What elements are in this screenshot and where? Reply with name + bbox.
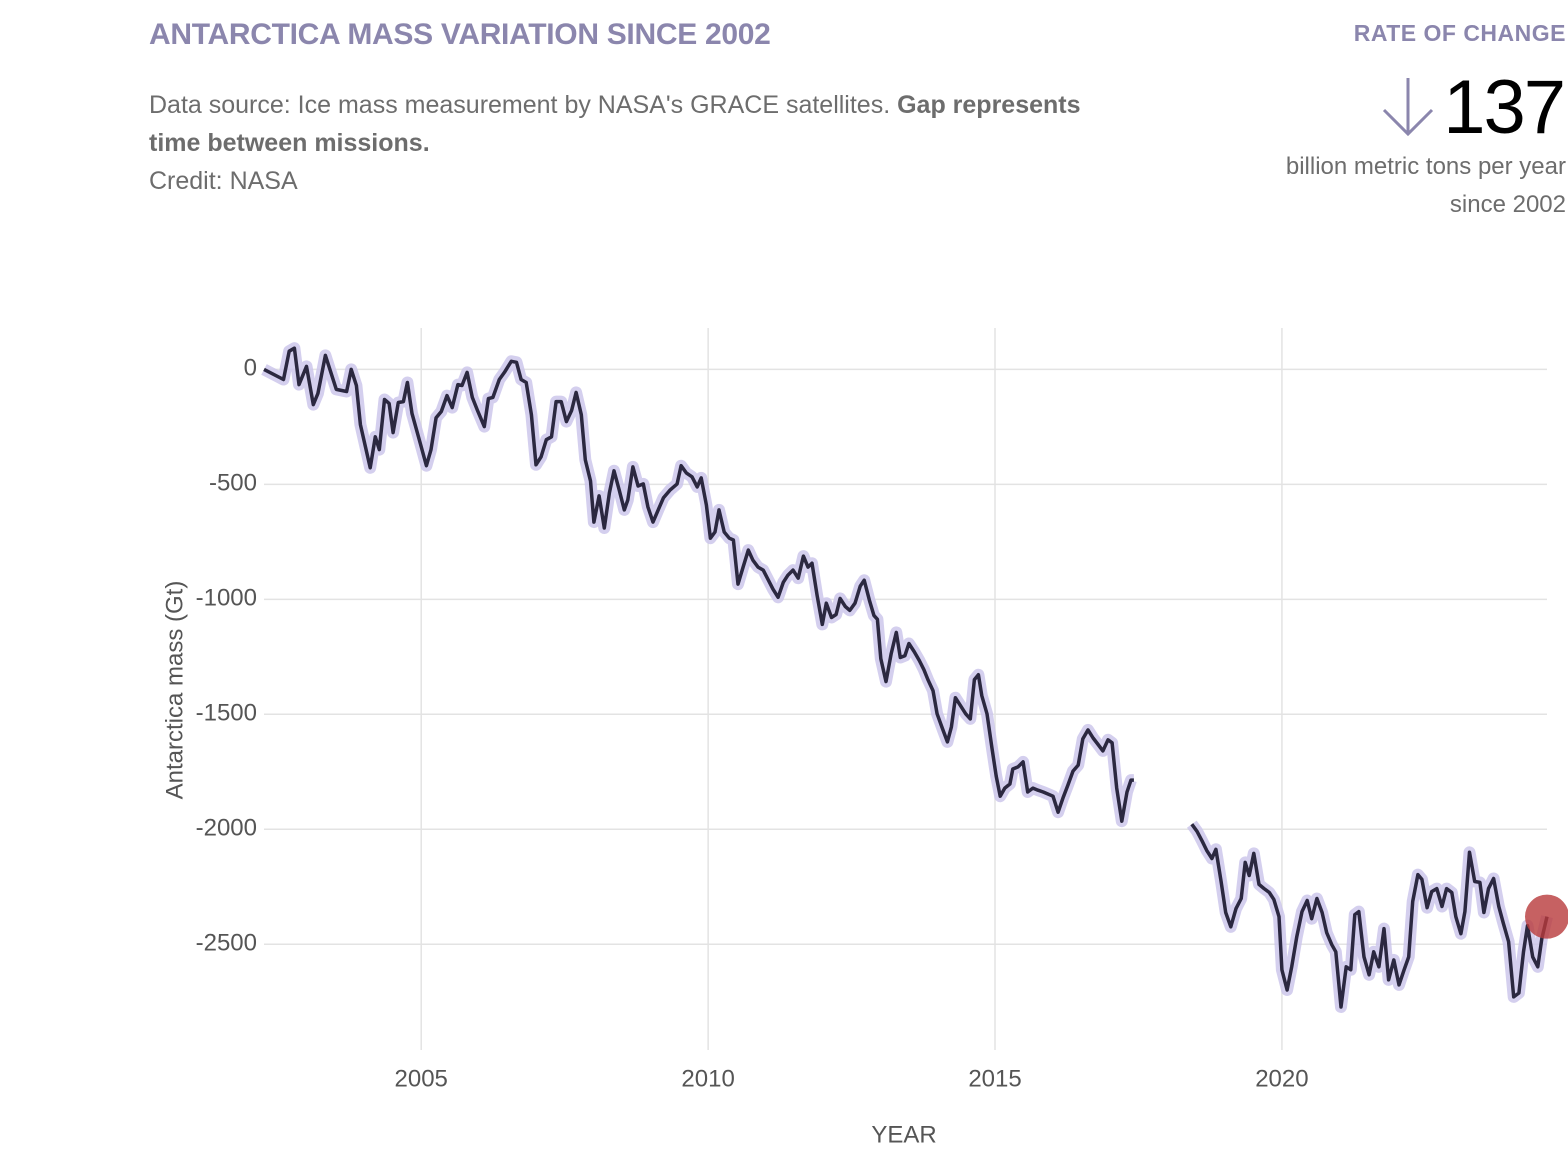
title: ANTARCTICA MASS VARIATION SINCE 2002	[149, 18, 771, 51]
y-tick-label: -2500	[196, 930, 257, 957]
x-tick-label: 2015	[968, 1065, 1021, 1092]
y-tick-label: -2000	[196, 815, 257, 842]
down-arrow	[1382, 78, 1434, 137]
last-point	[1525, 894, 1568, 939]
x-axis-label: YEAR	[871, 1121, 936, 1148]
uncertainty-band	[261, 342, 1553, 1013]
source: Data source: Ice mass measurement by NAS…	[149, 91, 891, 119]
x-tick-label: 2020	[1255, 1065, 1308, 1092]
y-tick-label: -1500	[196, 700, 257, 727]
subtitle: Data source: Ice mass measurement by NAS…	[149, 86, 1109, 200]
rate-label: RATE OF CHANGE	[1353, 20, 1566, 46]
y-tick-label: 0	[244, 355, 257, 382]
source-bold: Gap represents time between missions.	[149, 91, 1081, 157]
x-tick-label: 2005	[395, 1065, 448, 1092]
rate-unit: billion metric tons per year since 2002	[1285, 153, 1566, 218]
line	[263, 346, 1549, 1009]
rate-value: 137	[1443, 65, 1566, 150]
y-axis-label: Antarctica mass (Gt)	[161, 581, 188, 800]
y-tick-label: -500	[209, 470, 257, 497]
x-tick-label: 2010	[681, 1065, 734, 1092]
y-tick-label: -1000	[196, 585, 257, 612]
credit: Credit: NASA	[149, 167, 298, 195]
